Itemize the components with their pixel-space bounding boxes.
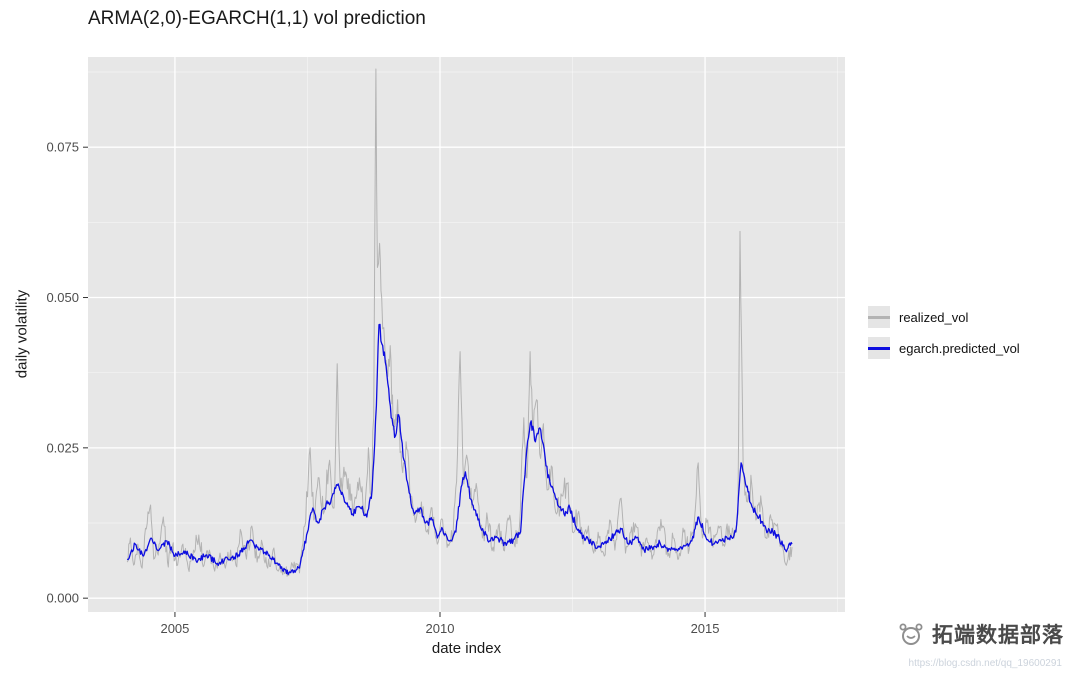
legend-label-realized-vol: realized_vol [899,309,969,325]
chart-title: ARMA(2,0)-EGARCH(1,1) vol prediction [88,8,426,29]
watermark-brand-text: 拓端数据部落 [932,624,1064,647]
watermark-url: https://blog.csdn.net/qq_19600291 [908,658,1062,669]
legend-label-egarch-predicted-vol: egarch.predicted_vol [899,340,1020,356]
x-axis-title: date index [431,640,502,657]
legend-line-swatch [868,315,890,319]
x-tick-label: 2010 [426,621,455,636]
y-axis-title: daily volatility [13,289,31,379]
series-line-egarch.predicted_vol [126,323,793,576]
legend-key-egarch-predicted-vol [868,337,890,359]
y-tick-label: 0.050 [46,290,79,305]
legend: realized_vol egarch.predicted_vol [868,306,1020,359]
x-tick-label: 2015 [691,621,720,636]
y-tick-label: 0.025 [46,440,79,455]
y-tick-label: 0.075 [46,140,79,155]
watermark-brand: 拓端数据部落 [897,619,1064,649]
series-line-realized_vol [126,68,793,577]
legend-key-realized-vol [868,306,890,328]
legend-item-egarch-predicted-vol: egarch.predicted_vol [868,337,1020,359]
y-tick-label: 0.000 [46,591,79,606]
legend-item-realized-vol: realized_vol [868,306,1020,328]
legend-line-swatch [868,346,890,350]
plot-panel [88,57,845,612]
brand-logo-icon [899,623,923,645]
x-tick-label: 2005 [160,621,189,636]
